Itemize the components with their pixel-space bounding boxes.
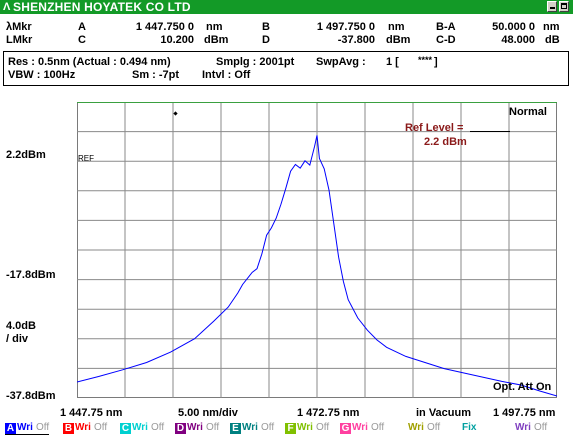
trace-b-selector[interactable]: B Wri Off bbox=[63, 421, 107, 434]
ref-marker: REF bbox=[78, 154, 94, 163]
marker-b-label: B bbox=[262, 21, 270, 33]
trace-mode-label: Wri bbox=[408, 422, 424, 433]
sweep-average-stars: **** bbox=[418, 55, 433, 65]
marker-cd-value: 48.000 bbox=[501, 34, 535, 46]
y-axis-mid-label: -17.8dBm bbox=[6, 269, 56, 281]
ref-level-value: 2.2 dBm bbox=[424, 136, 467, 148]
trace-letter-icon: A bbox=[5, 423, 16, 434]
trace-letter-icon: D bbox=[175, 423, 186, 434]
trace-mode-label: Wri bbox=[242, 422, 258, 433]
trace-mode-label: Fix bbox=[462, 422, 477, 433]
interval-setting: Intvl : Off bbox=[202, 69, 251, 81]
spectrum-trace-line bbox=[77, 135, 557, 397]
resolution-setting: Res : 0.5nm (Actual : 0.494 nm) bbox=[8, 56, 171, 68]
trace-mode-label: Wri bbox=[17, 422, 33, 433]
trace-state-label: Off bbox=[370, 422, 385, 433]
trace-state-label: Off bbox=[426, 422, 441, 433]
marker-b-unit: nm bbox=[388, 21, 405, 33]
marker-ba-value: 50.000 0 bbox=[492, 21, 535, 33]
marker-ba-label: B-A bbox=[436, 21, 456, 33]
marker-wavelength-label: λMkr bbox=[6, 21, 32, 33]
trace-state-label: Off bbox=[35, 422, 50, 433]
marker-d-value: -37.800 bbox=[337, 34, 375, 46]
smoothing-setting: Sm : -7pt bbox=[132, 69, 180, 81]
trace-state-label: Off bbox=[260, 422, 275, 433]
trace-mode-label: Wri bbox=[187, 422, 203, 433]
trace-state-label: Off bbox=[93, 422, 108, 433]
marker-a-unit: nm bbox=[206, 21, 223, 33]
marker-b-value: 1 497.750 0 bbox=[316, 21, 375, 33]
ref-level-underline bbox=[470, 131, 510, 132]
x-axis-start-label: 1 447.75 nm bbox=[60, 407, 123, 419]
spectrum-chart bbox=[77, 102, 557, 398]
vbw-setting: VBW : 100Hz bbox=[8, 69, 76, 81]
trace-letter-icon: C bbox=[120, 423, 131, 434]
title-bar: Λ SHENZHEN HOYATEK CO LTD bbox=[0, 0, 573, 14]
y-axis-top-label: 2.2dBm bbox=[6, 149, 46, 161]
marker-level-label: LMkr bbox=[6, 34, 33, 46]
x-axis-end-label: 1 497.75 nm bbox=[493, 407, 556, 419]
sweep-average-close: ] bbox=[434, 56, 438, 68]
marker-ba-unit: nm bbox=[543, 21, 560, 33]
x-axis-center-label: 1 472.75 nm bbox=[297, 407, 360, 419]
x-axis-medium-label: in Vacuum bbox=[416, 407, 472, 419]
trace-state-label: Off bbox=[150, 422, 165, 433]
trace-e-selector[interactable]: E Wri Off bbox=[230, 421, 274, 434]
trace-a-selector[interactable]: A Wri Off bbox=[5, 421, 50, 435]
trace-mode-label: Wri bbox=[75, 422, 91, 433]
app-logo-icon: Λ bbox=[3, 1, 11, 13]
maximize-button[interactable] bbox=[559, 1, 569, 12]
trace-extra-selector[interactable]: Wri Off bbox=[408, 421, 440, 434]
marker-c-value: 10.200 bbox=[160, 34, 194, 46]
marker-d-unit: dBm bbox=[386, 34, 411, 46]
marker-a-value: 1 447.750 0 bbox=[135, 21, 194, 33]
x-axis-division-label: 5.00 nm/div bbox=[178, 407, 238, 419]
trace-letter-icon: B bbox=[63, 423, 74, 434]
trace-letter-icon: G bbox=[340, 423, 351, 434]
trace-mode-label: Wri bbox=[515, 422, 531, 433]
trace-d-selector[interactable]: D Wri Off bbox=[175, 421, 219, 434]
trace-mode-label: Wri bbox=[352, 422, 368, 433]
trace-state-label: Off bbox=[533, 422, 548, 433]
mode-label: Normal bbox=[509, 106, 547, 118]
y-axis-bottom-label: -37.8dBm bbox=[6, 390, 56, 402]
ref-level-label: Ref Level = bbox=[405, 122, 464, 134]
window-title: SHENZHEN HOYATEK CO LTD bbox=[13, 0, 191, 14]
marker-c-label: C bbox=[78, 34, 86, 46]
y-axis-scale-unit: / div bbox=[6, 333, 29, 345]
trace-extra-selector[interactable]: Fix bbox=[462, 421, 476, 434]
marker-a-label: A bbox=[78, 21, 86, 33]
sampling-setting: Smplg : 2001pt bbox=[216, 56, 295, 68]
trace-state-label: Off bbox=[315, 422, 330, 433]
opt-att-label: Opt. Att On bbox=[493, 381, 552, 393]
marker-d-label: D bbox=[262, 34, 270, 46]
trace-state-label: Off bbox=[205, 422, 220, 433]
trace-f-selector[interactable]: F Wri Off bbox=[285, 421, 329, 434]
trace-letter-icon: F bbox=[285, 423, 296, 434]
marker-c-unit: dBm bbox=[204, 34, 229, 46]
y-axis-scale-label: 4.0dB bbox=[6, 320, 36, 332]
trace-mode-label: Wri bbox=[132, 422, 148, 433]
marker-cd-unit: dB bbox=[545, 34, 560, 46]
marker-cd-label: C-D bbox=[436, 34, 456, 46]
trace-c-selector[interactable]: C Wri Off bbox=[120, 421, 164, 434]
trace-g-selector[interactable]: G Wri Off bbox=[340, 421, 384, 434]
trace-mode-label: Wri bbox=[297, 422, 313, 433]
sweep-average-label: SwpAvg : bbox=[316, 56, 366, 68]
trace-extra-selector[interactable]: Wri Off bbox=[515, 421, 547, 434]
measurement-settings-panel: Res : 0.5nm (Actual : 0.494 nm) Smplg : … bbox=[3, 51, 569, 86]
sweep-average-value: 1 [ bbox=[386, 56, 399, 68]
trace-letter-icon: E bbox=[230, 423, 241, 434]
minimize-button[interactable] bbox=[547, 1, 557, 12]
